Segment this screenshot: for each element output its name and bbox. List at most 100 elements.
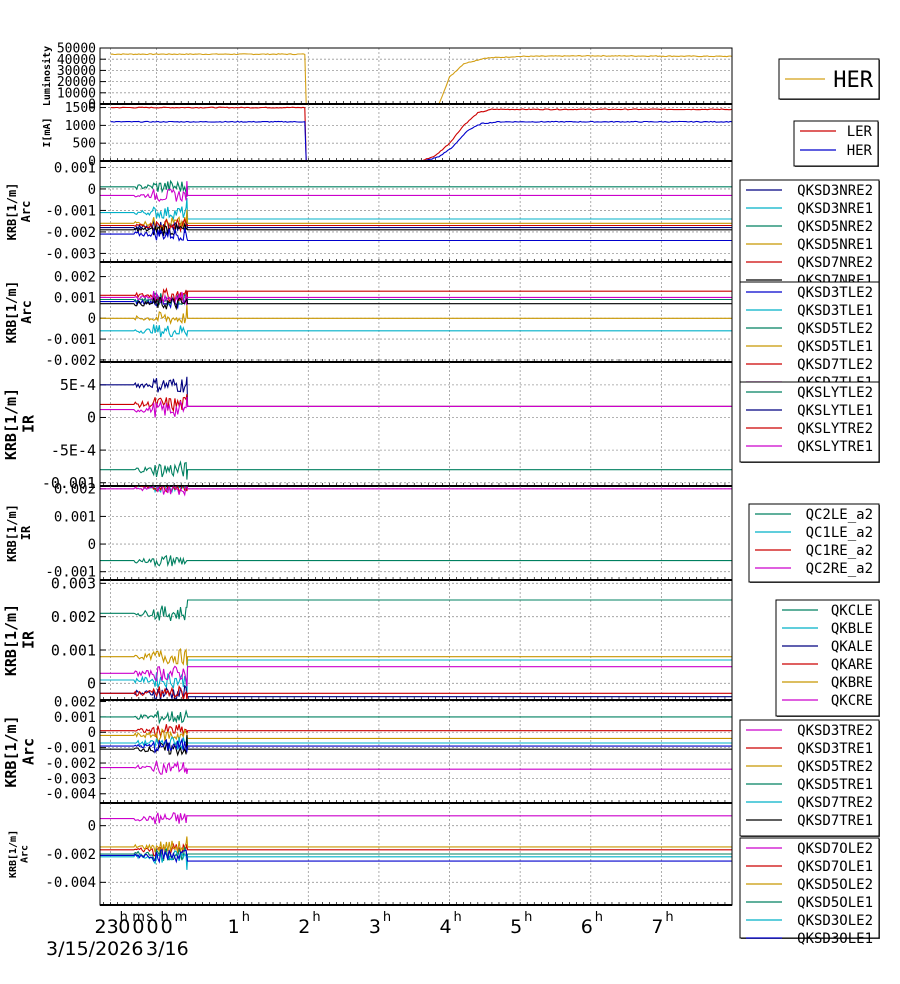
x-tick-label: 3: [369, 916, 381, 938]
legend-entry-label: QKSD5NRE2: [797, 219, 873, 235]
y-axis-label: KRB[1/m]Arc: [5, 281, 35, 344]
series-line-qksd3tle1: [100, 324, 732, 338]
y-tick-label: 5E-4: [60, 376, 96, 394]
y-tick-label: 0.002: [51, 608, 96, 626]
legend-entry-label: QKARE: [831, 657, 873, 673]
y-tick-label: -0.001: [45, 332, 96, 348]
y-tick-label: 0.002: [54, 269, 96, 285]
series-line-qksd7ole2: [100, 812, 732, 825]
plot-frame: [99, 699, 733, 804]
series-line-qksd5nre1: [100, 209, 732, 231]
legend-entry-label: QKSD3OLE1: [797, 931, 873, 947]
x-tick-unit: h: [242, 910, 250, 925]
series-line-qksd3nre1: [100, 197, 732, 221]
legend-entry-label: QKSD5NRE1: [797, 237, 873, 253]
x-tick-unit: h: [665, 910, 673, 925]
y-tick-label: -0.002: [45, 847, 96, 863]
legend-entry-label: QKSD5TRE1: [797, 777, 873, 793]
x-tick-label: 6: [581, 916, 593, 938]
y-tick-label: 40000: [57, 53, 96, 68]
plot-frame: [99, 261, 733, 363]
panel-7: 0.003 0.002 0.001 0 KRB[1/m]IR QKCLE QKBLE QKAL…: [2, 575, 880, 717]
series-line-qksd5tre2: [100, 728, 732, 744]
y-tick-label: -0.004: [45, 875, 96, 891]
legend-panel-1: HER: [778, 58, 880, 100]
y-tick-label: -0.001: [45, 741, 96, 757]
legend-entry-label: QKSD5TLE1: [797, 339, 873, 355]
series-line-qksd7tle1: [100, 291, 732, 306]
y-axis-label: Luminosity: [41, 46, 53, 106]
legend-entry-label: QKSD7TLE2: [797, 357, 873, 373]
x-tick-label: 0: [161, 916, 173, 938]
legend-entry-label: QC1LE_a2: [806, 525, 873, 541]
y-axis-label: KRB[1/m]Arc: [8, 830, 31, 878]
legend-panel-8: QKSD3TRE2 QKSD3TRE1 QKSD5TRE2 QKSD5TRE1 QKSD…: [739, 719, 880, 837]
y-tick-label: -0.002: [45, 353, 96, 369]
legend-box: [748, 503, 880, 583]
legend-panel-5: QKSLYTLE2 QKSLYTLE1 QKSLYTRE2 QKSLYTRE1: [739, 381, 880, 463]
legend-panel-6: QC2LE_a2 QC1LE_a2 QC1RE_a2 QC2RE_a2: [748, 503, 880, 583]
panel-4: 0.002 0.001 0 -0.001 -0.002 KRB[1/m]Arc QKSD3T…: [5, 261, 880, 401]
series-line-extra-6: [100, 227, 732, 242]
y-axis-label: KRB[1/m]IR: [2, 388, 37, 460]
y-tick-label: 0: [88, 155, 96, 170]
x-tick-label: 4: [439, 916, 451, 938]
x-tick-label: 2: [298, 916, 310, 938]
legend-entry-label: QKSD3TLE2: [797, 285, 873, 301]
series-line-qc2re_a2: [100, 485, 732, 497]
legend-box: [739, 381, 880, 463]
x-tick-unit: h: [160, 910, 168, 925]
legend-box: [793, 120, 879, 167]
legend-entry-label: HER: [847, 143, 873, 159]
y-tick-label: -0.004: [45, 787, 96, 803]
y-tick-label: 50000: [57, 42, 96, 57]
series-line-qkare: [100, 684, 732, 701]
series-line-qksd5tle1: [100, 304, 732, 326]
series-line-qkslytre1: [100, 397, 732, 418]
y-tick-label: -0.003: [45, 246, 96, 262]
series-line-qkslytre2: [100, 394, 732, 413]
series-line-qkslytle1: [100, 376, 732, 407]
y-axis-label-line1: KRB[1/m]: [5, 281, 20, 344]
x-tick-label: 0: [118, 916, 130, 938]
plot-frame: [99, 160, 733, 263]
legend-entry-label: QKSD7NRE2: [797, 255, 873, 271]
y-tick-label: 30000: [57, 64, 96, 79]
panel-2: 0 500 1000 1500 I[mA] LER HER: [42, 101, 879, 170]
y-tick-label: 0.002: [54, 694, 96, 710]
x-tick-unit: h: [454, 910, 462, 925]
x-tick-label: 5: [510, 916, 522, 938]
series-line-qkcle: [100, 599, 732, 622]
x-date-right: 3/16: [146, 938, 189, 960]
legend-entry-label: QC2LE_a2: [806, 507, 873, 523]
legend-box: [739, 281, 880, 401]
series-line-qksd3ole1: [100, 848, 732, 864]
legend-entry-label: QKSD5TRE2: [797, 759, 873, 775]
y-tick-label: 0.002: [54, 482, 96, 498]
series-line-her: [110, 120, 733, 162]
y-tick-label: 0: [88, 819, 96, 835]
y-axis-label-line2: IR: [19, 414, 37, 433]
legend-entry-label: QKSLYTRE2: [797, 421, 873, 437]
series-line-her: [110, 53, 733, 105]
y-tick-label: 0.001: [54, 509, 96, 525]
legend-entry-label: QKSD7TRE1: [797, 813, 873, 829]
x-tick-unit: h: [595, 910, 603, 925]
y-axis-label-line2: Arc: [19, 738, 37, 765]
y-axis-label-line1: KRB[1/m]: [2, 388, 20, 460]
y-tick-label: 0.003: [51, 575, 96, 593]
legend-entry-label: QKSLYTRE1: [797, 439, 873, 455]
x-tick-unit: h: [312, 910, 320, 925]
y-tick-label: 1000: [65, 119, 96, 134]
legend-entry-label: QKSD5OLE1: [797, 895, 873, 911]
y-axis-label-line1: KRB[1/m]: [5, 183, 19, 241]
x-tick-label: 0: [132, 916, 144, 938]
legend-box: [739, 179, 880, 299]
legend-entry-label: QKSLYTLE2: [797, 385, 873, 401]
y-axis-label-line2: IR: [19, 630, 37, 649]
y-tick-label: 0: [87, 409, 96, 427]
y-axis-label-line2: Arc: [20, 300, 35, 323]
x-date-right-wrap: 3/16: [146, 938, 189, 960]
